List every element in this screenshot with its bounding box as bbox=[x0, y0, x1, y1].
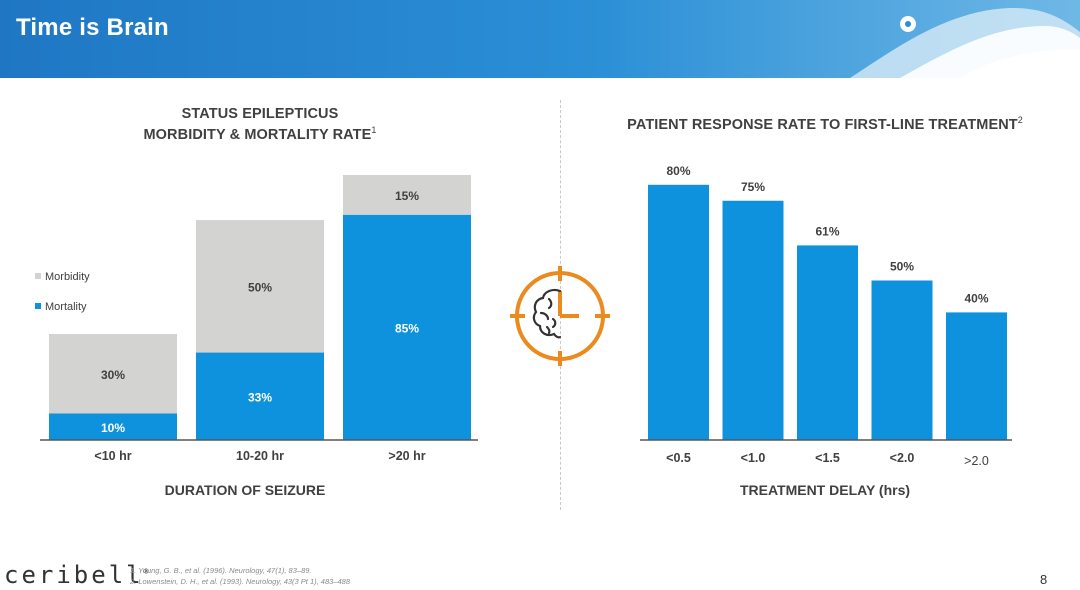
reference-2: 2. Lowenstein, D. H., et al. (1993). Neu… bbox=[130, 577, 350, 586]
chart1-x-axis-title: DURATION OF SEIZURE bbox=[164, 482, 326, 498]
response-rate-bar bbox=[648, 184, 709, 440]
legend-mortality-label: Mortality bbox=[45, 301, 87, 313]
chart2-x-tick-label: <1.5 bbox=[815, 451, 840, 465]
chart1-x-tick-label: 10-20 hr bbox=[236, 449, 284, 463]
morbidity-data-label: 50% bbox=[248, 280, 272, 294]
mortality-data-label: 85% bbox=[395, 321, 419, 335]
mortality-data-label: 10% bbox=[101, 421, 125, 435]
page-title: Time is Brain bbox=[16, 14, 169, 41]
chart2-plot: 80% <0.5 75% <1.0 61% <1.5 50% <2.0 40% >2.0 bbox=[640, 164, 1012, 468]
page-number: 8 bbox=[1040, 572, 1048, 587]
reference-1: 1. Young, G. B., et al. (1996). Neurolog… bbox=[130, 566, 312, 575]
chart1-title: STATUS EPILEPTICUS MORBIDITY & MORTALITY… bbox=[60, 104, 460, 146]
response-rate-data-label: 80% bbox=[666, 164, 690, 178]
mortality-data-label: 33% bbox=[248, 390, 272, 404]
response-rate-bar bbox=[946, 312, 1007, 440]
legend-mortality-swatch bbox=[35, 303, 41, 309]
chart2-x-tick-label: >2.0 bbox=[964, 454, 989, 468]
ceribell-logo: ceribell® bbox=[4, 561, 149, 589]
chart2-x-tick-label: <1.0 bbox=[741, 451, 766, 465]
chart2-x-tick-label: <0.5 bbox=[666, 451, 691, 465]
chart1-title-line1: STATUS EPILEPTICUS bbox=[181, 106, 339, 122]
response-rate-bar bbox=[797, 245, 858, 440]
chart2-title: PATIENT RESPONSE RATE TO FIRST-LINE TREA… bbox=[627, 115, 1023, 133]
response-rate-data-label: 40% bbox=[964, 291, 988, 305]
response-rate-bar bbox=[871, 280, 933, 440]
morbidity-bar bbox=[49, 334, 177, 414]
mortality-bar bbox=[343, 214, 471, 440]
morbidity-bar bbox=[343, 175, 471, 215]
morbidity-data-label: 15% bbox=[395, 189, 419, 203]
chart1-x-tick-label: >20 hr bbox=[388, 449, 425, 463]
response-rate-data-label: 75% bbox=[741, 180, 765, 194]
morbidity-bar bbox=[196, 220, 324, 353]
response-rate-data-label: 50% bbox=[890, 260, 914, 274]
response-rate-bar bbox=[722, 200, 784, 440]
header-wave-decoration bbox=[850, 7, 1080, 78]
header-banner: Time is Brain bbox=[0, 0, 1080, 78]
chart1-x-tick-label: <10 hr bbox=[94, 449, 131, 463]
references: 1. Young, G. B., et al. (1996). Neurolog… bbox=[130, 565, 350, 587]
mortality-bar bbox=[49, 413, 177, 440]
chart2-title-ref: 2 bbox=[1017, 115, 1023, 126]
chart2-x-tick-label: <2.0 bbox=[890, 451, 915, 465]
brain-clock-icon bbox=[510, 266, 610, 366]
legend-morbidity-label: Morbidity bbox=[45, 271, 90, 283]
chart1-title-ref: 1 bbox=[371, 125, 377, 136]
chart1-title-line2: MORBIDITY & MORTALITY RATE1 bbox=[143, 125, 377, 143]
chart2-x-axis-title: TREATMENT DELAY (hrs) bbox=[739, 482, 911, 498]
chart1-plot: 10% 30% <10 hr 33% 50% 10-20 hr 85% 15% >20 hr Mo… bbox=[35, 175, 478, 463]
morbidity-data-label: 30% bbox=[101, 368, 125, 382]
response-rate-data-label: 61% bbox=[815, 224, 839, 238]
mortality-bar bbox=[196, 352, 324, 440]
legend-morbidity-swatch bbox=[35, 273, 41, 279]
